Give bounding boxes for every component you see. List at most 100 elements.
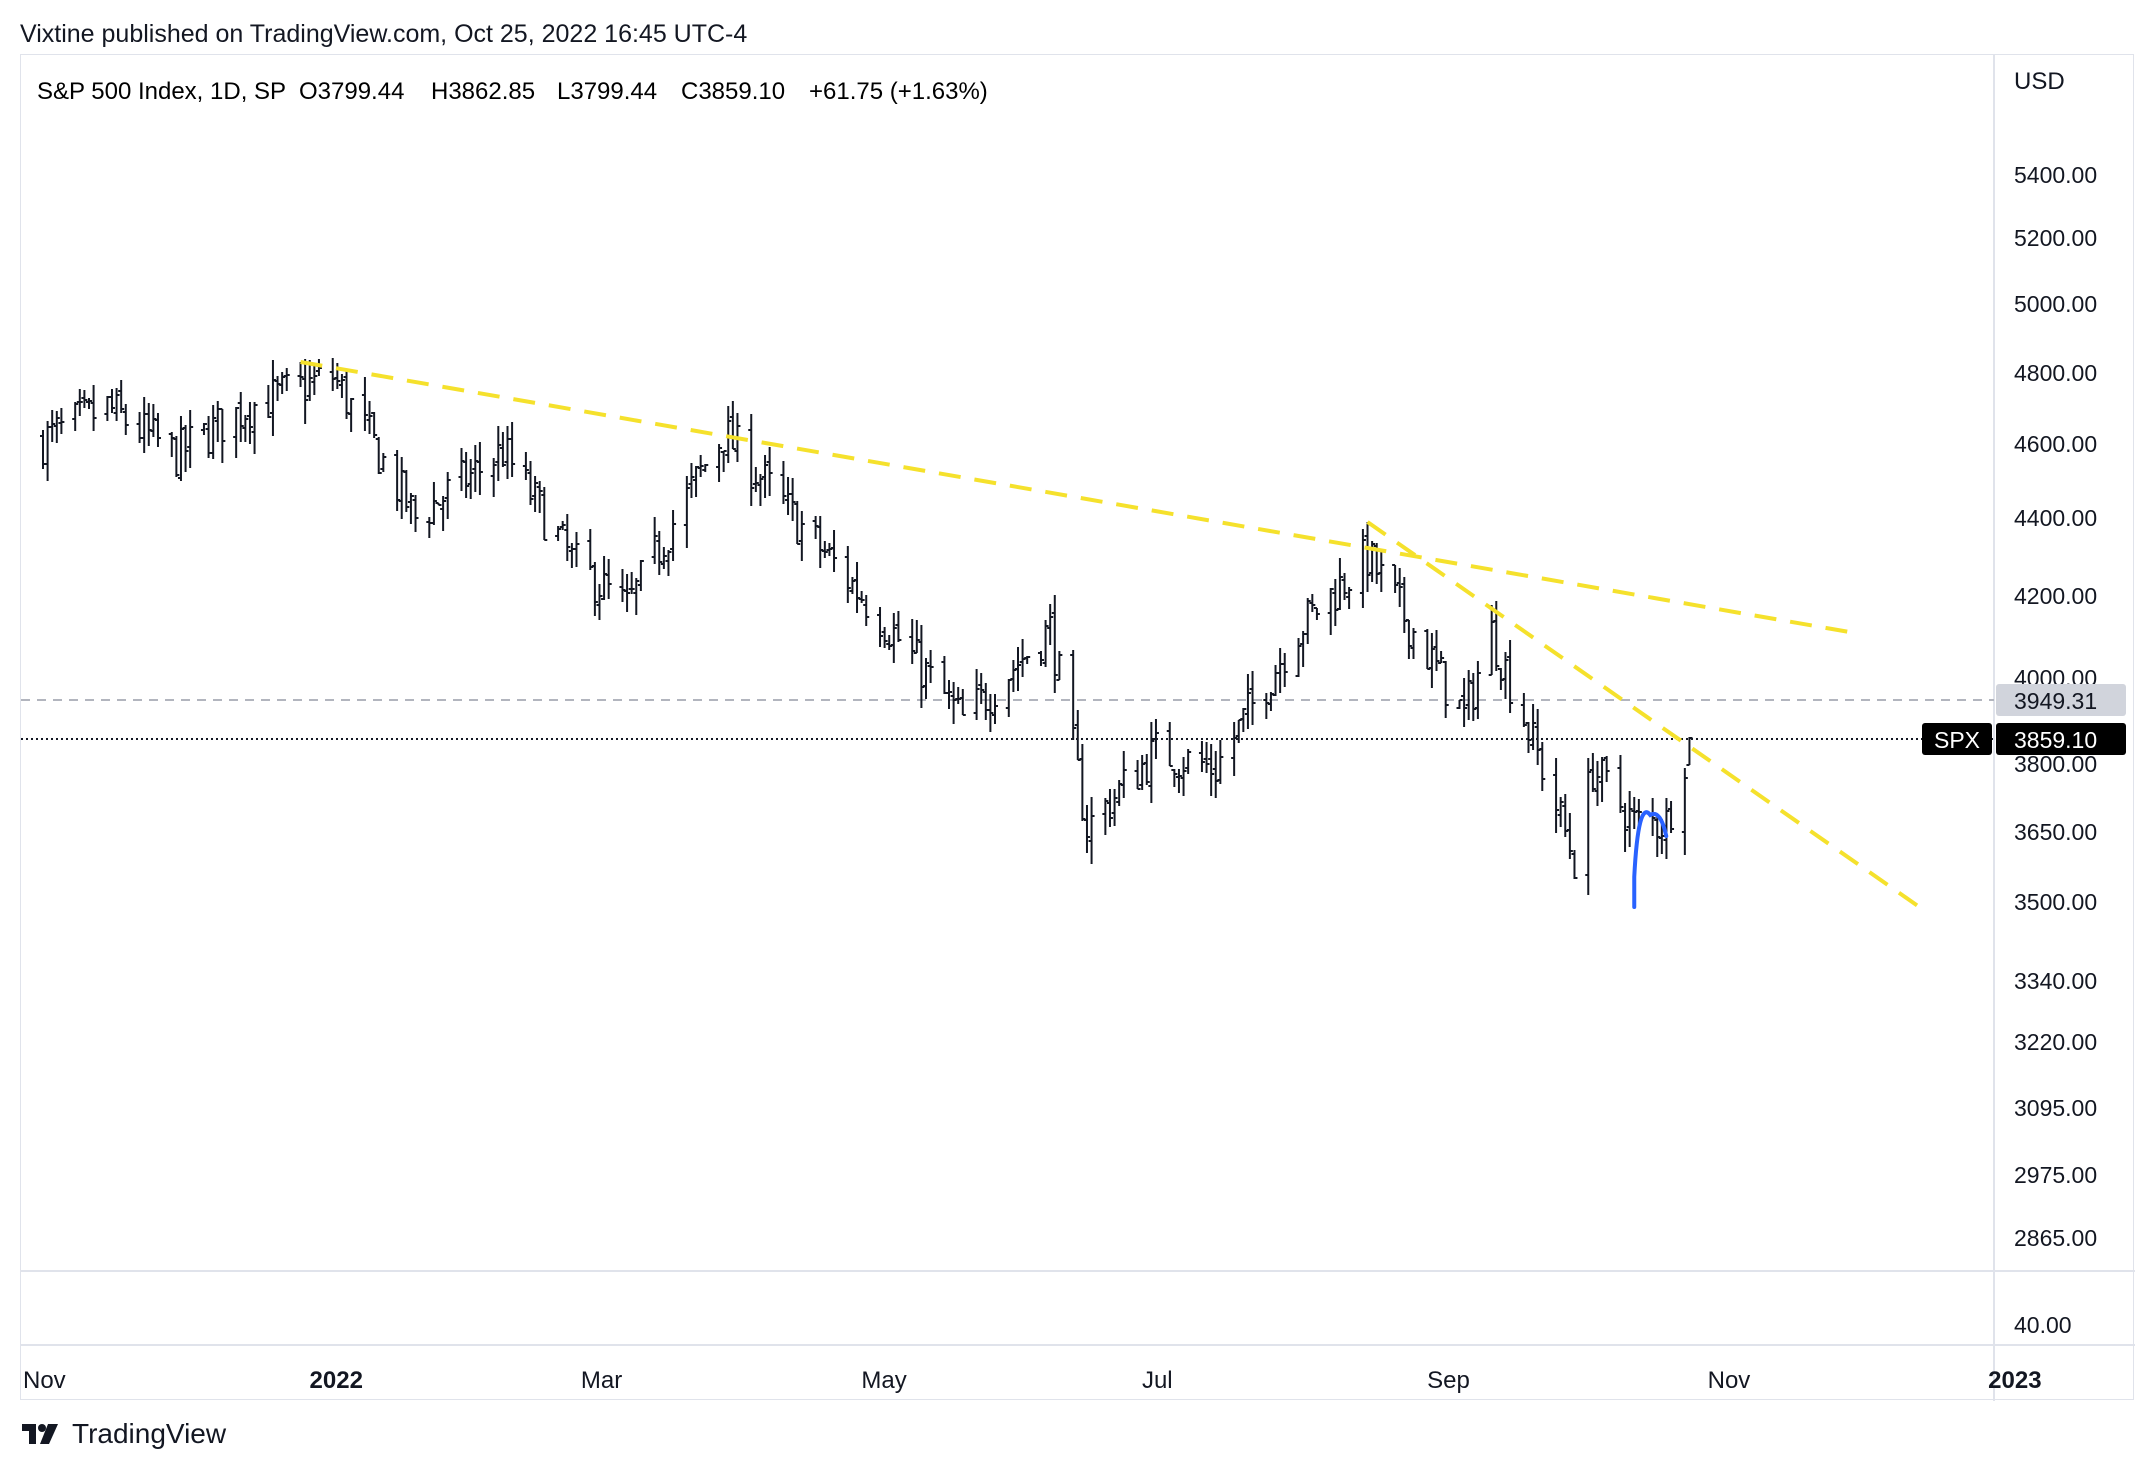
ohlc-bar	[187, 410, 194, 468]
ohlc-bar	[991, 694, 998, 724]
ohlc-bar	[495, 426, 502, 481]
ohlc-bar	[1433, 630, 1440, 671]
ohlc-bar	[637, 560, 644, 591]
ohlc-bar	[1589, 753, 1596, 792]
ohlc-bar	[58, 408, 65, 434]
price-axis-ticks[interactable]: 5400.00 5200.00 5000.00 4800.00 4600.00 4400.…	[2014, 162, 2097, 1251]
ohlc-bar	[619, 569, 626, 602]
ohlc-bar	[1396, 568, 1403, 607]
ohlc-bar	[927, 650, 934, 683]
ohlc-bar	[306, 360, 313, 401]
ohlc-bar	[573, 532, 580, 567]
ohlc-bar	[1120, 751, 1127, 798]
time-tick-label: Nov	[23, 1367, 66, 1394]
ohlc-bar	[467, 459, 474, 499]
ohlc-bar	[141, 397, 148, 453]
ohlc-bar	[338, 374, 345, 398]
ohlc-bar	[1539, 742, 1546, 791]
ohlc-bar	[720, 450, 727, 472]
ohlc-bar	[863, 595, 870, 626]
ohlc-bar	[1507, 640, 1514, 713]
ohlc-bar	[1010, 660, 1017, 692]
ohlc-bar	[1553, 758, 1560, 833]
ohlc-bar	[1079, 744, 1086, 821]
bounce-annotation-curve[interactable]	[1632, 810, 1669, 909]
price-tick-label: 4200.00	[2014, 583, 2097, 609]
ohlc-bar	[688, 463, 695, 498]
ohlc-bar	[1056, 651, 1063, 681]
ohlc-bar	[380, 453, 387, 472]
ohlc-bar	[458, 448, 465, 491]
ohlc-bar	[693, 466, 700, 497]
ohlc-bar	[1566, 813, 1573, 859]
ohlc-bar	[237, 392, 244, 442]
ohlc-bar	[978, 673, 985, 704]
ohlc-bar	[269, 360, 276, 436]
ohlc-bar	[104, 396, 111, 421]
ohlc-bar	[596, 584, 603, 620]
ohlc-bar	[490, 458, 497, 497]
chart-frame[interactable]: S&P 500 Index, 1D, SP O3799.44 H3862.85 …	[20, 54, 2135, 1401]
ohlc-bar	[251, 402, 258, 454]
ohlc-bar	[1074, 710, 1081, 761]
legend-close: C3859.10	[681, 78, 785, 105]
ohlc-bar	[1465, 670, 1472, 720]
ohlc-bar	[1410, 628, 1417, 659]
tradingview-brand[interactable]: TradingView	[22, 1418, 226, 1450]
ohlc-bar	[1534, 709, 1541, 765]
ohlc-bar	[90, 385, 97, 431]
ohlc-bar	[1461, 678, 1468, 727]
ohlc-bar	[665, 550, 672, 576]
price-tick-label: 3340.00	[2014, 968, 2097, 994]
ohlc-bar	[1332, 579, 1339, 626]
ohlc-bar	[895, 611, 902, 642]
ohlc-bar	[789, 478, 796, 521]
ohlc-bar	[624, 574, 631, 612]
ohlc-bars	[40, 358, 1693, 895]
ohlc-bar	[762, 455, 769, 498]
ohlc-bar-last	[1686, 737, 1693, 766]
ohlc-bar	[265, 385, 272, 418]
ohlc-bar	[1005, 679, 1012, 717]
time-axis-ticks[interactable]: Nov 2022 Mar May Jul Sep Nov 2023	[23, 1367, 2042, 1394]
ohlc-bar	[1139, 755, 1146, 790]
ohlc-bar	[946, 680, 953, 709]
ohlc-bar	[1111, 789, 1118, 826]
ohlc-bar	[1175, 769, 1182, 793]
ohlc-bar	[1263, 693, 1270, 719]
ohlc-bar	[748, 414, 755, 506]
ohlc-bar	[361, 377, 368, 431]
ohlc-bar	[1152, 719, 1159, 759]
last-price-badge[interactable]	[1996, 723, 2126, 755]
ohlc-bar	[329, 358, 336, 391]
ohlc-bar	[522, 452, 529, 480]
currency-label: USD	[2014, 68, 2065, 95]
ohlc-bar	[168, 432, 175, 457]
ohlc-bar	[982, 683, 989, 720]
ohlc-bar	[1585, 758, 1592, 895]
ohlc-bar	[1024, 656, 1031, 664]
ohlc-bar	[1051, 595, 1058, 693]
ohlc-bar	[559, 521, 566, 530]
ohlc-bar	[950, 682, 957, 724]
trendline[interactable]	[1366, 520, 1921, 909]
ohlc-bar	[219, 408, 226, 463]
trendline[interactable]	[300, 360, 1856, 635]
ohlc-bar	[444, 472, 451, 519]
ohlc-bar	[628, 572, 635, 594]
ohlc-bar	[729, 401, 736, 450]
ohlc-bar	[210, 405, 217, 459]
price-tick-label: 2975.00	[2014, 1162, 2097, 1188]
symbol-badge[interactable]	[1922, 723, 1992, 755]
ohlc-bar	[348, 398, 355, 432]
ohlc-bar	[1571, 850, 1578, 879]
ohlc-bar	[375, 437, 382, 474]
ohlc-bar	[1106, 789, 1113, 827]
ohlc-bar	[426, 517, 433, 538]
chart-canvas[interactable]: S&P 500 Index, 1D, SP O3799.44 H3862.85 …	[21, 55, 2135, 1401]
time-tick-label: Sep	[1427, 1367, 1470, 1394]
trendlines[interactable]	[300, 360, 1921, 909]
ohlc-bar	[1405, 619, 1412, 659]
ohlc-bar	[798, 511, 805, 561]
ohlc-bar	[1143, 754, 1150, 785]
